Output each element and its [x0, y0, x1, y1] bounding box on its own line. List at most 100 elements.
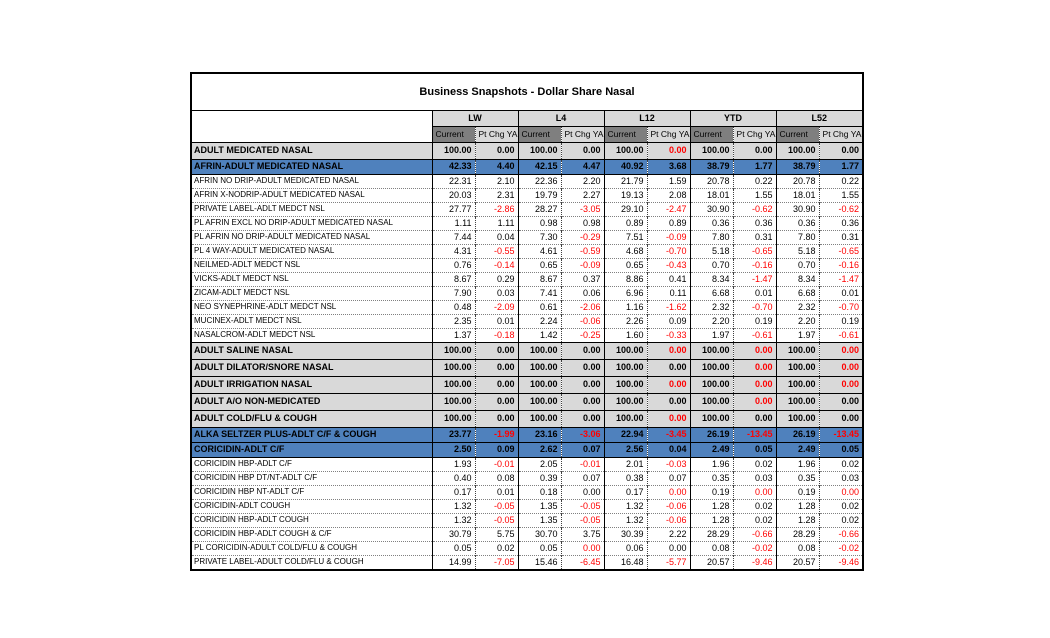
- cell-current: 100.00: [603, 392, 648, 411]
- cell-current: 38.79: [689, 158, 734, 175]
- cell-current: 26.19: [689, 426, 734, 443]
- cell-ptchg: 0.07: [646, 470, 691, 485]
- cell-current: 2.32: [689, 299, 734, 314]
- cell-current: 0.39: [517, 470, 561, 485]
- subheader-current: Current: [689, 126, 734, 143]
- cell-current: 23.77: [431, 426, 475, 443]
- cell-ptchg: -0.59: [560, 243, 605, 258]
- cell-current: 8.67: [517, 271, 561, 286]
- table-row: CORICIDIN HBP-ADLT COUGH & C/F 30.79 5.75 3…: [192, 526, 863, 541]
- subheader-row: Current Pt Chg YA Current Pt Chg YA Curr…: [192, 126, 863, 143]
- cell-ptchg: 2.20: [560, 173, 605, 188]
- cell-current: 2.32: [775, 299, 820, 314]
- cell-ptchg: 0.09: [646, 313, 691, 328]
- cell-ptchg: 0.02: [818, 512, 863, 527]
- table-row: PL AFRIN NO DRIP-ADULT MEDICATED NASAL 7.…: [192, 229, 863, 244]
- table-row: AFRIN X-NODRIP-ADULT MEDICATED NASAL 20.0…: [192, 187, 863, 202]
- cell-current: 0.89: [603, 215, 648, 230]
- table-row: CORICIDIN HBP DT/NT-ADLT C/F 0.40 0.08 0.39…: [192, 470, 863, 485]
- period-header-l52: L52: [775, 111, 863, 127]
- table-row: CORICIDIN-ADLT COUGH 1.32 -0.05 1.35 -0.05 1.…: [192, 498, 863, 513]
- cell-ptchg: 0.00: [474, 375, 518, 394]
- cell-current: 100.00: [603, 341, 648, 360]
- cell-ptchg: -0.66: [818, 526, 863, 541]
- cell-current: 1.35: [517, 512, 561, 527]
- cell-current: 30.79: [431, 526, 475, 541]
- cell-current: 7.80: [775, 229, 820, 244]
- cell-ptchg: -0.09: [646, 229, 691, 244]
- cell-ptchg: 0.00: [560, 540, 605, 555]
- cell-current: 1.28: [775, 498, 820, 513]
- cell-current: 22.31: [431, 173, 475, 188]
- table-row: ADULT A/O NON-MEDICATED 100.00 0.00 100.00 0…: [192, 392, 863, 411]
- table-row: CORICIDIN-ADLT C/F 2.50 0.09 2.62 0.07 2.56 0.…: [192, 441, 863, 458]
- cell-ptchg: -0.65: [732, 243, 777, 258]
- cell-ptchg: 0.00: [818, 341, 863, 360]
- cell-ptchg: 0.98: [560, 215, 605, 230]
- cell-current: 100.00: [431, 141, 475, 160]
- cell-current: 27.77: [431, 201, 475, 216]
- cell-ptchg: 0.00: [818, 141, 863, 160]
- row-label: PRIVATE LABEL-ADULT COLD/FLU & COUGH: [192, 554, 432, 569]
- cell-ptchg: -0.16: [818, 257, 863, 272]
- cell-ptchg: 0.00: [474, 358, 518, 377]
- cell-current: 1.35: [517, 498, 561, 513]
- cell-ptchg: 0.31: [732, 229, 777, 244]
- cell-current: 100.00: [517, 341, 561, 360]
- cell-current: 100.00: [431, 392, 475, 411]
- cell-ptchg: 0.00: [732, 392, 777, 411]
- cell-current: 15.46: [517, 554, 561, 569]
- cell-current: 28.29: [775, 526, 820, 541]
- cell-current: 2.49: [689, 441, 734, 458]
- cell-ptchg: 0.08: [474, 470, 518, 485]
- cell-current: 8.34: [689, 271, 734, 286]
- cell-ptchg: 0.41: [646, 271, 691, 286]
- cell-current: 100.00: [431, 409, 475, 428]
- cell-ptchg: 1.77: [732, 158, 777, 175]
- cell-ptchg: -0.03: [646, 456, 691, 471]
- cell-ptchg: 0.00: [646, 375, 691, 394]
- cell-current: 0.70: [775, 257, 820, 272]
- cell-current: 0.98: [517, 215, 561, 230]
- cell-ptchg: -3.06: [560, 426, 605, 443]
- cell-current: 1.97: [689, 327, 734, 342]
- cell-ptchg: 0.00: [560, 141, 605, 160]
- table-body: ADULT MEDICATED NASAL 100.00 0.00 100.00 0.0…: [192, 141, 863, 569]
- cell-current: 1.32: [603, 512, 648, 527]
- cell-current: 23.16: [517, 426, 561, 443]
- table-row: ADULT DILATOR/SNORE NASAL 100.00 0.00 100.0…: [192, 358, 863, 377]
- cell-current: 100.00: [775, 358, 820, 377]
- cell-ptchg: 0.00: [560, 392, 605, 411]
- table-row: NASALCROM-ADLT MEDCT NSL 1.37 -0.18 1.42 -0.…: [192, 327, 863, 342]
- cell-ptchg: -1.47: [732, 271, 777, 286]
- cell-current: 21.79: [603, 173, 648, 188]
- cell-ptchg: -3.05: [560, 201, 605, 216]
- cell-ptchg: 0.03: [818, 470, 863, 485]
- cell-ptchg: 0.89: [646, 215, 691, 230]
- cell-ptchg: 0.01: [474, 484, 518, 499]
- cell-ptchg: -0.61: [732, 327, 777, 342]
- cell-ptchg: 0.02: [818, 456, 863, 471]
- cell-current: 8.67: [431, 271, 475, 286]
- period-header-ytd: YTD: [689, 111, 777, 127]
- cell-ptchg: -6.45: [560, 554, 605, 569]
- table-row: ADULT SALINE NASAL 100.00 0.00 100.00 0.00 10…: [192, 341, 863, 360]
- cell-ptchg: 0.00: [818, 375, 863, 394]
- cell-ptchg: 0.00: [818, 484, 863, 499]
- row-label: PL 4 WAY-ADULT MEDICATED NASAL: [192, 243, 432, 258]
- row-label: MUCINEX-ADLT MEDCT NSL: [192, 313, 432, 328]
- cell-ptchg: 0.03: [474, 285, 518, 300]
- cell-current: 2.05: [517, 456, 561, 471]
- cell-current: 1.60: [603, 327, 648, 342]
- table-row: ALKA SELTZER PLUS-ADLT C/F & COUGH 23.77-…: [192, 426, 863, 443]
- cell-ptchg: 0.22: [732, 173, 777, 188]
- cell-ptchg: -0.02: [818, 540, 863, 555]
- cell-ptchg: -0.33: [646, 327, 691, 342]
- cell-current: 0.36: [689, 215, 734, 230]
- cell-ptchg: 2.08: [646, 187, 691, 202]
- cell-current: 4.68: [603, 243, 648, 258]
- table-row: CORICIDIN HBP-ADLT COUGH 1.32 -0.05 1.35 -0.…: [192, 512, 863, 527]
- cell-ptchg: 0.00: [646, 141, 691, 160]
- cell-current: 7.44: [431, 229, 475, 244]
- cell-ptchg: -1.47: [818, 271, 863, 286]
